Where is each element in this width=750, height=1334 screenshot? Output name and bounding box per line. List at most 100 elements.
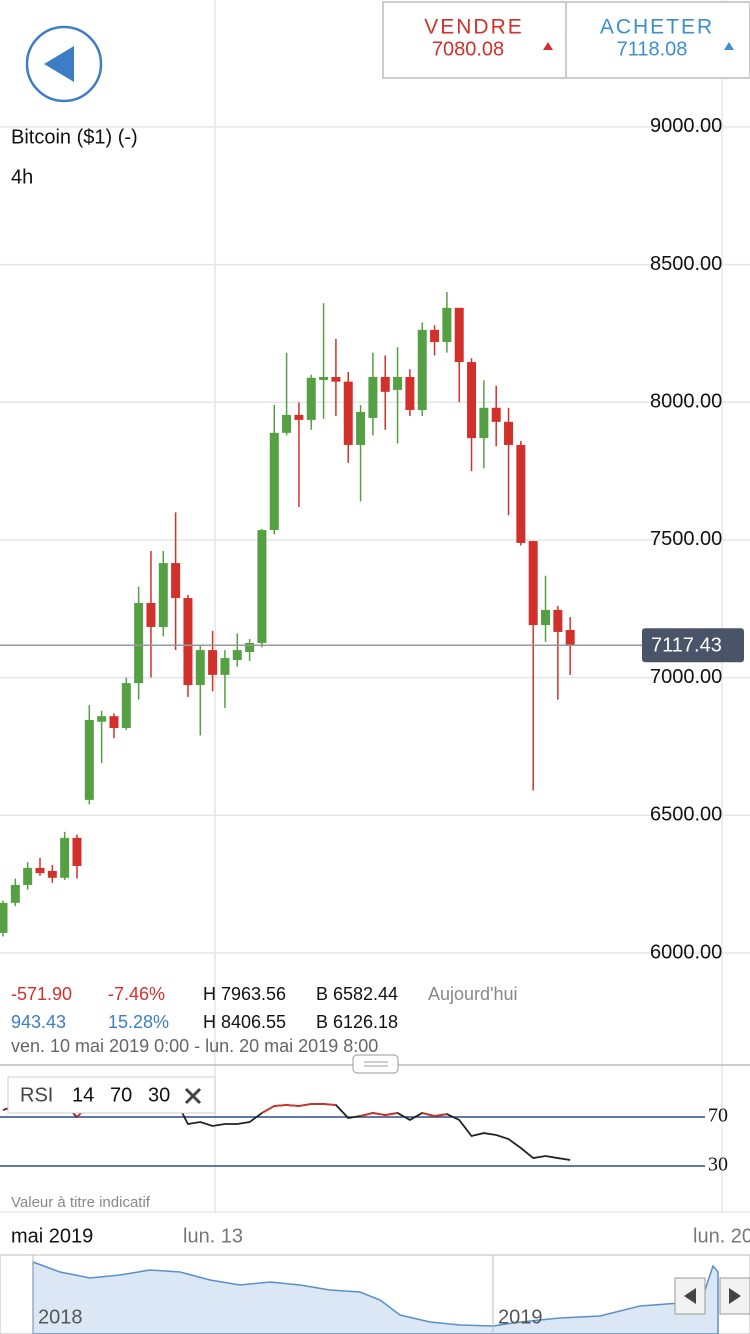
navigator[interactable]: 2018 2019 <box>0 1254 750 1334</box>
sell-label: VENDRE <box>424 16 524 39</box>
rsi-overbought <box>286 1104 299 1107</box>
stat: B 6582.44 <box>316 984 398 1004</box>
candle-body <box>491 407 501 422</box>
candle-body <box>232 650 242 661</box>
rsi-param: 70 <box>110 1084 132 1106</box>
candle-body <box>417 329 427 410</box>
stat: -7.46% <box>108 984 165 1004</box>
sell-button[interactable]: VENDRE 7080.08 <box>382 1 567 79</box>
candle-body <box>331 376 341 382</box>
candle-body <box>282 414 292 433</box>
sell-price: 7080.08 <box>432 38 504 60</box>
disclaimer: Valeur à titre indicatif <box>11 1194 151 1211</box>
stats: -571.90 -7.46% H 7963.56 B 6582.44 Aujou… <box>11 984 518 1056</box>
x-tick-label: lun. 13 <box>183 1225 243 1247</box>
candle-body <box>393 376 403 390</box>
candle-body <box>454 307 464 363</box>
buy-button[interactable]: ACHETER 7118.08 <box>565 1 750 79</box>
splitter-handle[interactable] <box>352 1054 399 1074</box>
y-tick-label: 7000.00 <box>650 666 722 688</box>
candle-body <box>134 603 144 684</box>
candle-body <box>84 720 94 800</box>
candle-body <box>294 414 304 420</box>
candle-body <box>405 376 415 410</box>
rsi-title: RSI <box>20 1084 53 1106</box>
candle-body <box>171 563 181 599</box>
buy-label: ACHETER <box>600 16 714 39</box>
candle-body <box>467 362 477 439</box>
stat: B 6126.18 <box>316 1012 398 1032</box>
candle-body <box>23 867 33 885</box>
candle-body <box>479 407 489 439</box>
candle-body <box>121 683 131 729</box>
candle-body <box>10 884 20 903</box>
candle-body <box>368 376 378 418</box>
period-label: mai 2019 <box>11 1225 93 1247</box>
y-tick-label: 8000.00 <box>650 391 722 413</box>
candle-body <box>319 376 329 380</box>
y-tick-label: 70 <box>708 1105 728 1127</box>
candle-body <box>257 530 267 643</box>
stat: H 8406.55 <box>203 1012 286 1032</box>
rsi-overbought <box>298 1103 312 1107</box>
x-tick-label: lun. 20 <box>693 1225 750 1247</box>
stat: 943.43 <box>11 1012 66 1032</box>
candle-body <box>72 837 82 866</box>
candle-body <box>516 444 526 543</box>
buy-price: 7118.08 <box>617 38 688 60</box>
stat: Aujourd'hui <box>428 984 518 1004</box>
candle-body <box>220 658 230 675</box>
date-range: ven. 10 mai 2019 0:00 - lun. 20 mai 2019… <box>11 1036 378 1056</box>
rsi-param: 30 <box>148 1084 170 1106</box>
rsi-overbought <box>372 1112 386 1116</box>
rsi-overbought <box>385 1112 398 1116</box>
candle-body <box>528 541 538 626</box>
candle-body <box>356 411 366 445</box>
candle-body <box>183 598 193 686</box>
candle-body <box>269 432 279 531</box>
candle-body <box>109 716 119 729</box>
current-price-box <box>642 628 744 663</box>
nav-label: 2019 <box>498 1306 543 1328</box>
y-tick-label: 7500.00 <box>650 528 722 550</box>
period-box <box>0 1222 113 1250</box>
back-button[interactable] <box>25 25 103 103</box>
candle-body <box>442 307 452 342</box>
candle-body <box>343 381 353 445</box>
candle-body <box>195 650 205 686</box>
stat: -571.90 <box>11 984 72 1004</box>
rsi-param: 14 <box>72 1084 94 1106</box>
y-tick-label: 30 <box>708 1154 728 1176</box>
rsi-overbought <box>434 1113 448 1117</box>
rsi-legend[interactable]: RSI 14 70 30 <box>7 1076 216 1114</box>
candle-body <box>245 642 255 653</box>
candle-body <box>208 650 218 675</box>
candle-body <box>504 421 514 445</box>
y-tick-label: 6000.00 <box>650 941 722 963</box>
candle-body <box>541 609 551 626</box>
rsi-overbought <box>422 1112 435 1117</box>
candle-body <box>60 837 70 878</box>
candle-body <box>553 609 563 632</box>
candle-body <box>380 376 390 392</box>
candle-body <box>158 563 168 627</box>
chart-subtitle: 4h <box>11 166 33 188</box>
stat: 15.28% <box>108 1012 169 1032</box>
rsi-overbought <box>274 1104 287 1107</box>
y-tick-label: 6500.00 <box>650 804 722 826</box>
candle-body <box>35 867 45 874</box>
candle-body <box>146 603 156 627</box>
candle-body <box>430 329 440 342</box>
candle-body <box>97 716 107 722</box>
stat: H 7963.56 <box>203 984 286 1004</box>
candle-body <box>47 870 57 878</box>
rsi-overbought <box>360 1112 374 1117</box>
candle-body <box>306 377 316 420</box>
price-chart: 6000.00 6500.00 7000.00 7500.00 8000.00 8500.… <box>0 115 750 963</box>
chart-title: Bitcoin ($1) (-) <box>11 126 138 148</box>
rsi-overbought <box>261 1105 275 1114</box>
nav-label: 2018 <box>38 1306 83 1328</box>
candle-body <box>0 902 8 933</box>
y-tick-label: 8500.00 <box>650 253 722 275</box>
